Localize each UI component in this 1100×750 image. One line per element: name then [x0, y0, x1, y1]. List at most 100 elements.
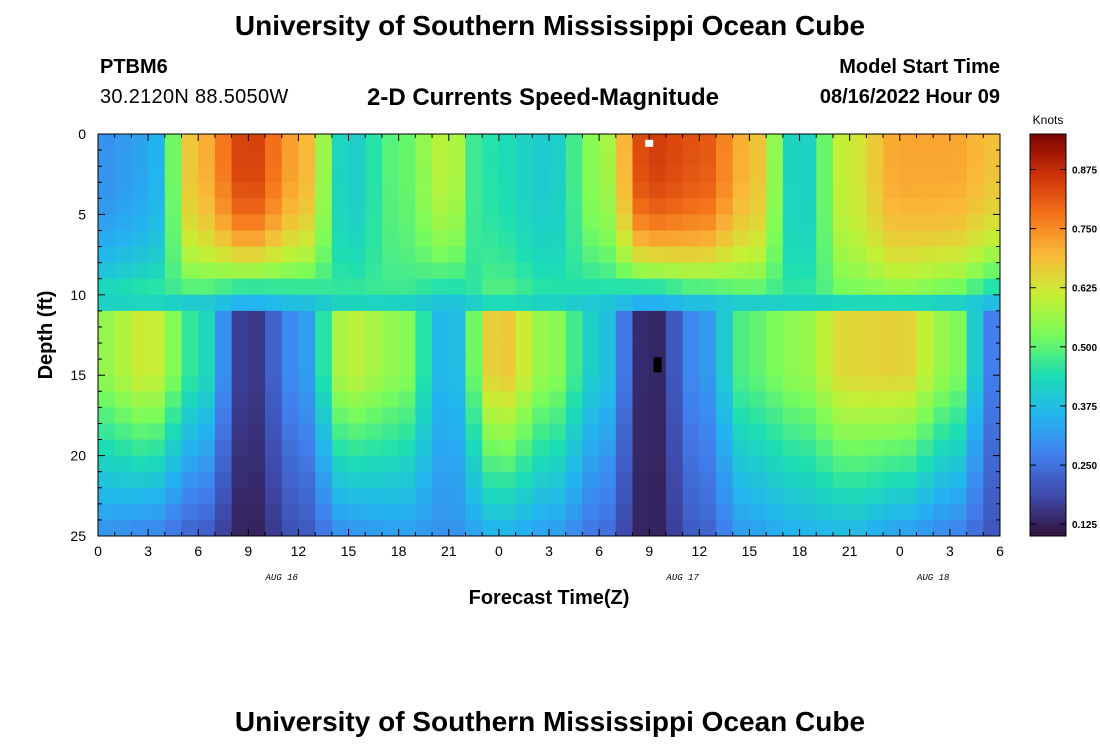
heatmap-cell	[899, 166, 917, 183]
heatmap-cell	[532, 166, 550, 183]
heatmap-cell	[599, 278, 617, 296]
heatmap-cell	[415, 487, 433, 505]
heatmap-cell	[482, 134, 500, 151]
heatmap-cell	[214, 407, 233, 424]
heatmap-cell	[298, 423, 316, 440]
heatmap-cell	[482, 214, 500, 231]
heatmap-cell	[632, 503, 650, 521]
heatmap-cell	[665, 246, 684, 264]
heatmap-cell	[565, 407, 583, 424]
heatmap-cell	[482, 503, 500, 521]
heatmap-cell	[398, 262, 416, 280]
heatmap-cell	[599, 198, 617, 215]
heatmap-cell	[448, 343, 466, 360]
heatmap-cell	[114, 262, 132, 280]
heatmap-cell	[782, 375, 800, 392]
heatmap-cell	[415, 343, 433, 360]
heatmap-cell	[515, 343, 533, 360]
heatmap-cell	[632, 519, 650, 537]
colorbar-segment	[1030, 308, 1066, 313]
heatmap-cell	[432, 262, 450, 280]
y-tick-label: 10	[70, 287, 86, 303]
heatmap-cell	[615, 198, 633, 215]
heatmap-cell	[933, 214, 951, 231]
heatmap-cell	[248, 407, 266, 424]
heatmap-cell	[231, 150, 249, 167]
heatmap-cell	[231, 343, 249, 360]
heatmap-cell	[782, 407, 800, 424]
heatmap-cell	[599, 326, 617, 344]
heatmap-cell	[933, 150, 951, 167]
heatmap-cell	[148, 407, 166, 424]
heatmap-cell	[832, 214, 851, 231]
heatmap-cell	[849, 198, 867, 215]
heatmap-cell	[465, 198, 483, 215]
heatmap-cell	[315, 487, 333, 505]
heatmap-cell	[732, 359, 750, 376]
colorbar-segment	[1030, 462, 1066, 467]
heatmap-cell	[148, 503, 166, 521]
y-tick-label: 20	[70, 448, 86, 464]
heatmap-cell	[599, 407, 617, 424]
heatmap-cell	[615, 310, 633, 328]
x-tick-label: 3	[946, 543, 954, 559]
heatmap-cell	[131, 278, 149, 296]
heatmap-cell	[448, 519, 466, 537]
colorbar-segment	[1030, 234, 1066, 239]
heatmap-cell	[131, 246, 149, 264]
heatmap-cell	[949, 343, 967, 360]
heatmap-cell	[198, 166, 216, 183]
heatmap-cell	[164, 278, 182, 296]
heatmap-cell	[832, 326, 851, 344]
heatmap-cell	[782, 503, 800, 521]
heatmap-cell	[482, 166, 500, 183]
heatmap-cell	[749, 134, 767, 151]
heatmap-cell	[949, 455, 967, 473]
heatmap-cell	[866, 182, 884, 199]
heatmap-cell	[131, 423, 149, 440]
heatmap-cell	[883, 359, 901, 376]
colorbar-segment	[1030, 291, 1066, 296]
heatmap-cell	[599, 262, 617, 280]
heatmap-cell	[582, 503, 600, 521]
heatmap-cell	[649, 230, 667, 247]
heatmap-cell	[114, 150, 132, 167]
heatmap-cell	[883, 455, 901, 473]
heatmap-cell	[181, 487, 199, 505]
heatmap-cell	[799, 326, 817, 344]
heatmap-cell	[949, 294, 967, 312]
colorbar-segment	[1030, 190, 1066, 195]
heatmap-cell	[949, 166, 967, 183]
heatmap-cell	[498, 359, 516, 376]
heatmap-cell	[298, 278, 316, 296]
heatmap-cell	[732, 439, 750, 456]
colorbar-tick-label: 0.500	[1072, 343, 1097, 354]
heatmap-cell	[649, 439, 667, 456]
heatmap-cell	[214, 487, 233, 505]
heatmap-cell	[348, 246, 366, 264]
heatmap-cell	[131, 471, 149, 489]
heatmap-cell	[782, 455, 800, 473]
heatmap-cell	[432, 343, 450, 360]
heatmap-cell	[248, 359, 266, 376]
heatmap-cell	[265, 326, 283, 344]
heatmap-cell	[899, 375, 917, 392]
heatmap-cell	[966, 278, 984, 296]
heatmap-cell	[649, 326, 667, 344]
colorbar-segment	[1030, 257, 1066, 262]
colorbar-segment	[1030, 237, 1066, 242]
heatmap-cell	[832, 359, 851, 376]
heatmap-cell	[565, 503, 583, 521]
heatmap-cell	[348, 278, 366, 296]
heatmap-cell	[114, 455, 132, 473]
heatmap-cell	[114, 166, 132, 183]
heatmap-cell	[766, 262, 784, 280]
heatmap-cell	[432, 471, 450, 489]
heatmap-cell	[214, 230, 233, 247]
heatmap-cell	[615, 343, 633, 360]
heatmap-cell	[615, 391, 633, 408]
heatmap-cell	[331, 375, 349, 392]
heatmap-cell	[164, 391, 182, 408]
heatmap-cell	[281, 182, 299, 199]
heatmap-cell	[699, 198, 717, 215]
